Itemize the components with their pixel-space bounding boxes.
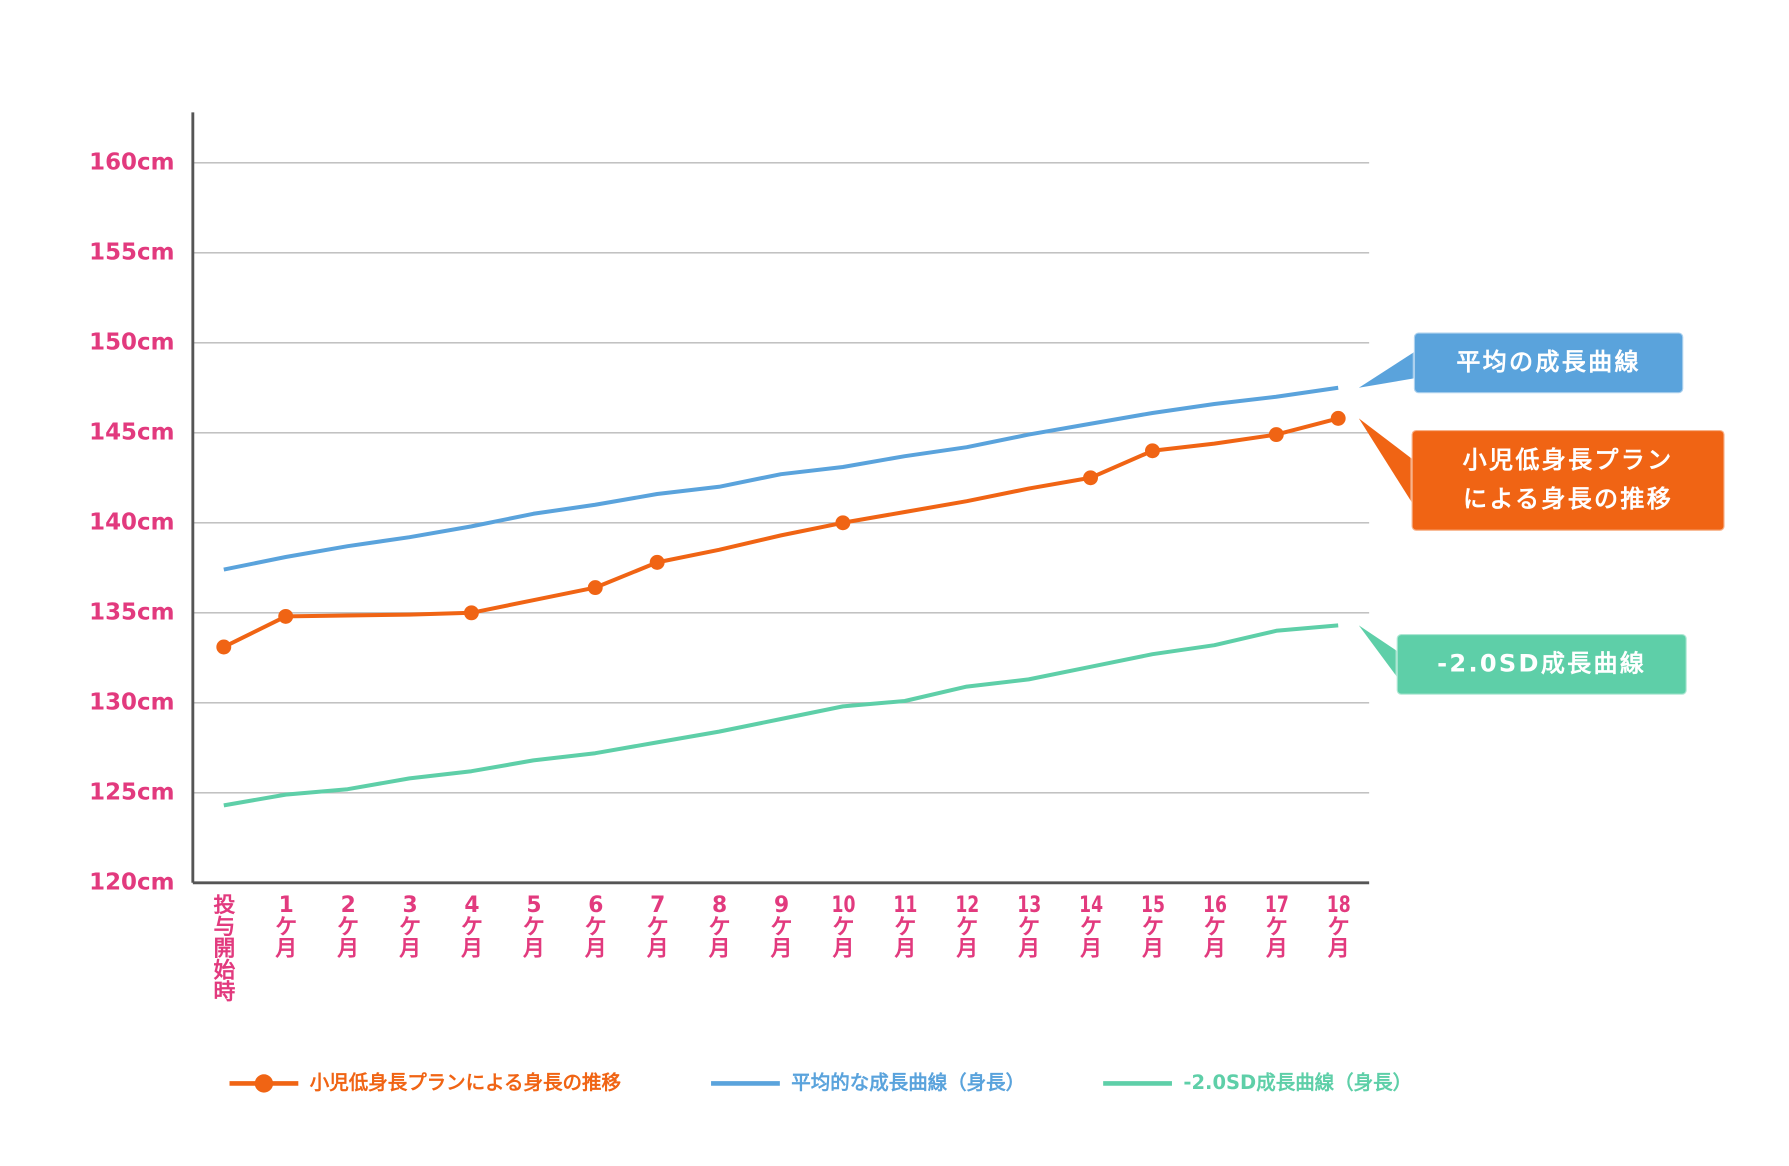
x-tick-label-box: 16ケ月 — [1202, 894, 1227, 960]
callout-box — [1410, 428, 1726, 532]
y-tick-label: 150cm — [89, 329, 174, 355]
legend-marker — [254, 1074, 274, 1093]
series-line — [223, 385, 1339, 572]
callout-pointer — [1358, 350, 1417, 388]
x-tick-label-box: 6ケ月 — [584, 894, 607, 960]
point — [1268, 427, 1284, 443]
x-tick-label: 3ケ月 — [399, 894, 421, 960]
x-tick-label: 6ケ月 — [584, 894, 607, 960]
callout-text: 小児低身長プランによる身長の推移 — [1463, 446, 1674, 513]
x-tick-label-box: 4ケ月 — [461, 894, 483, 960]
x-tick-label-box: 15ケ月 — [1141, 894, 1166, 960]
point — [278, 608, 294, 624]
x-tick-label-box: 2ケ月 — [337, 894, 360, 960]
x-tick-label-box: 7ケ月 — [646, 894, 669, 960]
callout-text: -2.0SD成長曲線 — [1437, 649, 1646, 677]
x-tick-label: 8ケ月 — [708, 894, 731, 960]
x-tick-label-box: 10ケ月 — [831, 894, 856, 960]
x-tick-label: 11ケ月 — [893, 894, 918, 960]
y-tick-label: 135cm — [89, 599, 174, 625]
point — [1330, 410, 1346, 426]
x-tick-label-box: 9ケ月 — [770, 894, 793, 960]
point — [587, 580, 603, 596]
legend-label: 小児低身長プランによる身長の推移 — [310, 1071, 622, 1094]
point — [1145, 443, 1160, 459]
x-tick-label: 12ケ月 — [955, 894, 980, 960]
y-tick-label: 160cm — [89, 149, 174, 175]
x-tick-label: 1ケ月 — [275, 894, 298, 960]
legend-label: -2.0SD成長曲線（身長） — [1183, 1071, 1412, 1094]
y-tick-label: 155cm — [89, 239, 174, 265]
x-tick-label-box: 12ケ月 — [955, 894, 980, 960]
x-tick-label: 9ケ月 — [770, 894, 793, 960]
x-tick-label-box: 投与開始時 — [213, 894, 236, 1004]
y-tick-label: 130cm — [89, 689, 174, 715]
x-tick-label: 10ケ月 — [831, 894, 856, 960]
point — [835, 515, 851, 531]
callout-box — [1395, 632, 1688, 696]
x-tick-label: 17ケ月 — [1264, 894, 1289, 960]
x-tick-label-box: 18ケ月 — [1326, 894, 1351, 960]
x-tick-label: 14ケ月 — [1079, 894, 1104, 960]
x-tick-label-box: 3ケ月 — [399, 894, 421, 960]
x-tick-label: 投与開始時 — [213, 894, 236, 1004]
y-tick-label: 145cm — [89, 419, 174, 445]
x-tick-label: 4ケ月 — [461, 894, 483, 960]
x-tick-label-box: 13ケ月 — [1017, 894, 1042, 960]
x-tick-label-box: 11ケ月 — [893, 894, 918, 960]
callout-pointer — [1358, 418, 1414, 506]
x-tick-label-box: 14ケ月 — [1079, 894, 1104, 960]
y-tick-label: 120cm — [89, 869, 174, 895]
x-tick-label: 2ケ月 — [337, 894, 360, 960]
y-tick-label: 125cm — [89, 779, 174, 805]
legend-label: 平均的な成長曲線（身長） — [791, 1071, 1025, 1094]
x-tick-label: 5ケ月 — [523, 894, 545, 960]
callout-text: 平均の成長曲線 — [1456, 348, 1641, 376]
point — [463, 605, 479, 621]
x-tick-label-box: 8ケ月 — [708, 894, 731, 960]
y-tick-label: 140cm — [89, 509, 174, 535]
x-tick-label-box: 17ケ月 — [1264, 894, 1289, 960]
callout-box — [1412, 331, 1685, 395]
x-tick-label: 18ケ月 — [1326, 894, 1351, 960]
x-tick-label: 16ケ月 — [1202, 894, 1227, 960]
point — [649, 554, 665, 570]
point — [1083, 470, 1099, 486]
x-tick-label: 15ケ月 — [1141, 894, 1166, 960]
series-line — [223, 623, 1339, 808]
x-tick-label: 13ケ月 — [1017, 894, 1042, 960]
point — [216, 639, 232, 655]
callout-pointer — [1358, 625, 1399, 680]
x-tick-label-box: 1ケ月 — [275, 894, 298, 960]
x-tick-label-box: 5ケ月 — [523, 894, 545, 960]
x-tick-label: 7ケ月 — [646, 894, 669, 960]
